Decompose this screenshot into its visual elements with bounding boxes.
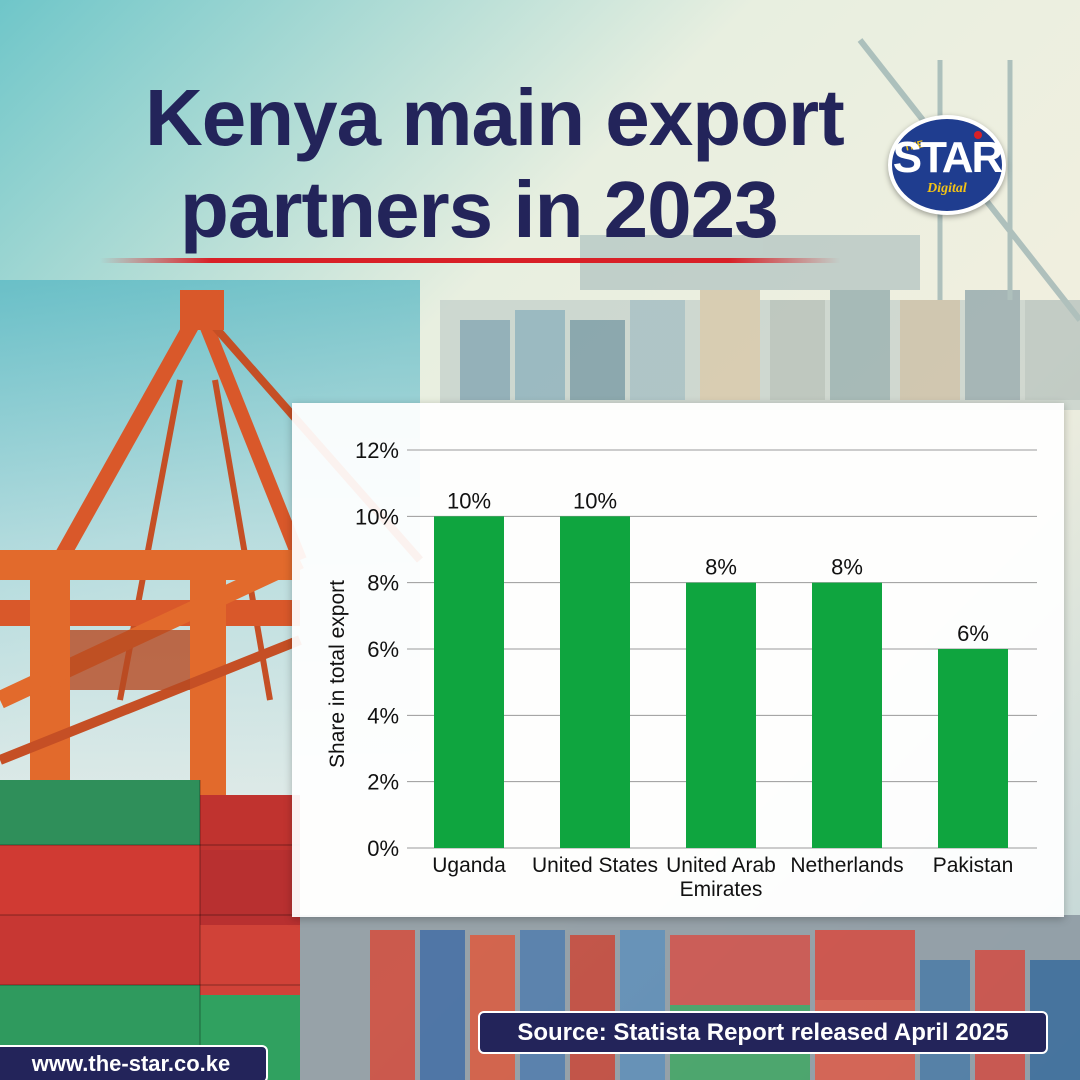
logo-star-text: STAR	[892, 133, 1004, 182]
y-tick-label: 0%	[367, 836, 399, 861]
title-line-1: Kenya main export	[145, 73, 845, 162]
title-underline	[100, 258, 840, 263]
y-tick-label: 8%	[367, 571, 399, 596]
y-tick-label: 12%	[355, 438, 399, 463]
the-star-digital-logo: THE STAR Digital	[888, 115, 1006, 215]
data-label: 10%	[573, 488, 617, 513]
x-tick-label: Emirates	[680, 878, 763, 901]
title-line-2: partners in 2023	[180, 165, 779, 254]
y-tick-label: 6%	[367, 637, 399, 662]
data-label: 6%	[957, 621, 989, 646]
bar	[560, 516, 630, 848]
y-tick-label: 4%	[367, 703, 399, 728]
x-tick-label: Pakistan	[933, 854, 1014, 877]
x-tick-label: United States	[532, 854, 658, 877]
chart-panel: 0% 2% 4% 6% 8% 10% 12% Share in total export 10%…	[292, 403, 1064, 917]
y-tick-label: 10%	[355, 504, 399, 529]
data-label: 10%	[447, 488, 491, 513]
x-tick-label: Uganda	[432, 854, 506, 877]
bar-chart: 0% 2% 4% 6% 8% 10% 12% Share in total export 10%…	[326, 438, 1037, 901]
page-title: Kenya main export partners in 2023	[145, 72, 845, 256]
website-url[interactable]: www.the-star.co.ke	[0, 1045, 268, 1080]
bar	[812, 582, 882, 848]
logo-dot	[974, 131, 982, 139]
x-tick-label: Netherlands	[790, 854, 903, 877]
logo-digital-text: Digital	[927, 181, 967, 196]
data-label: 8%	[705, 555, 737, 580]
source-caption: Source: Statista Report released April 2…	[478, 1011, 1048, 1054]
y-tick-label: 2%	[367, 770, 399, 795]
y-axis-label: Share in total export	[326, 580, 349, 768]
data-label: 8%	[831, 555, 863, 580]
x-tick-label: United Arab	[666, 854, 776, 877]
bar	[686, 582, 756, 848]
bar	[938, 649, 1008, 848]
bar	[434, 516, 504, 848]
